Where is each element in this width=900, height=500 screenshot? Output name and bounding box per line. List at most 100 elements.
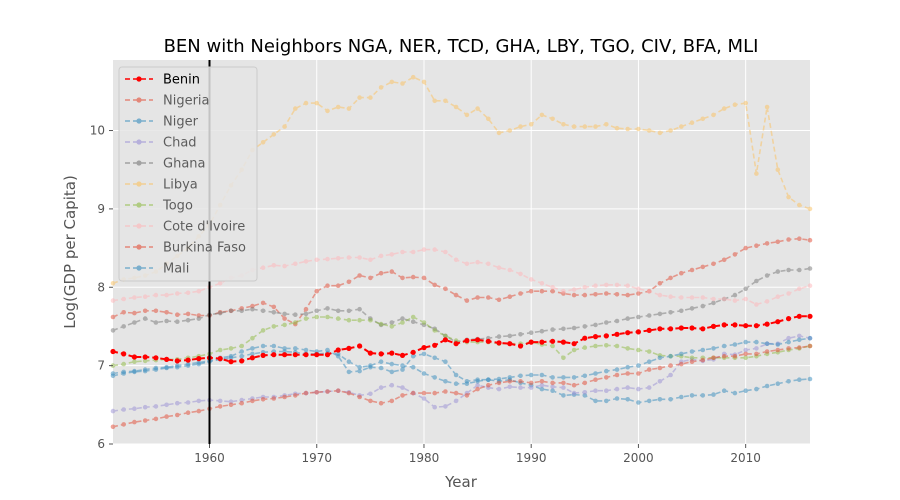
data-point-togo <box>378 321 384 327</box>
data-point-mali <box>625 364 630 370</box>
data-point-benin <box>775 319 781 325</box>
data-point-ghana <box>335 308 341 314</box>
data-point-libya <box>754 171 759 176</box>
data-point-benin <box>475 337 481 343</box>
data-point-benin <box>550 338 556 344</box>
data-point-chad <box>604 388 609 394</box>
data-point-libya <box>475 106 480 111</box>
data-point-togo <box>250 335 255 341</box>
series-burkina-faso <box>110 343 813 430</box>
data-point-chad <box>175 400 180 406</box>
data-point-togo <box>368 317 373 323</box>
data-point-chad <box>110 408 116 414</box>
data-point-ghana <box>121 324 126 329</box>
data-point-libya <box>410 74 416 80</box>
data-point-nigeria <box>335 283 341 289</box>
data-point-niger <box>754 386 759 392</box>
data-point-ghana <box>668 310 673 315</box>
data-point-libya <box>775 167 781 172</box>
data-point-mali <box>110 373 116 379</box>
data-point-burkina-faso <box>743 351 748 357</box>
legend-item-libya: Libya <box>125 178 198 193</box>
data-point-nigeria <box>786 237 791 242</box>
data-point-mali <box>797 337 802 343</box>
data-point-benin <box>464 338 470 344</box>
series-layer <box>110 74 813 430</box>
data-point-mali <box>668 353 673 359</box>
data-point-libya <box>721 106 727 111</box>
data-point-mali <box>679 351 684 357</box>
data-point-libya <box>689 120 695 125</box>
data-point-benin <box>485 338 491 344</box>
legend-item-ghana: Ghana <box>125 157 206 172</box>
data-point-chad <box>196 398 202 404</box>
data-point-benin <box>153 355 159 361</box>
data-point-chad <box>421 396 427 401</box>
data-point-chad <box>614 386 620 392</box>
data-point-chad <box>550 384 555 390</box>
data-point-nigeria <box>518 291 523 296</box>
data-point-mali <box>786 339 791 345</box>
series-line-libya <box>112 76 811 285</box>
data-point-togo <box>121 361 126 367</box>
data-point-mali <box>518 373 523 379</box>
legend-marker <box>136 160 142 166</box>
legend-label: Cote d'Ivoire <box>163 220 245 235</box>
data-point-chad <box>400 385 405 390</box>
data-point-ghana <box>797 267 802 273</box>
data-point-cote-d-ivoire <box>164 292 169 298</box>
data-point-libya <box>389 79 395 85</box>
data-point-burkina-faso <box>260 397 266 402</box>
data-point-burkina-faso <box>196 408 202 414</box>
data-point-chad <box>142 404 148 410</box>
data-point-ghana <box>228 308 234 314</box>
data-point-cote-d-ivoire <box>679 295 684 300</box>
data-point-burkina-faso <box>175 412 180 418</box>
data-point-libya <box>260 140 266 145</box>
legend-marker <box>136 181 142 187</box>
data-point-togo <box>410 314 416 320</box>
data-point-niger <box>786 379 791 384</box>
data-point-libya <box>539 112 545 118</box>
legend-marker <box>136 223 142 229</box>
data-point-nigeria <box>389 269 395 274</box>
data-point-mali <box>389 361 395 367</box>
data-point-mali <box>614 367 620 372</box>
data-point-nigeria <box>604 291 609 296</box>
data-point-benin <box>196 356 202 362</box>
data-point-benin <box>282 352 288 358</box>
data-point-mali <box>764 341 770 347</box>
legend-item-niger: Niger <box>125 115 199 130</box>
data-point-niger <box>732 390 738 396</box>
data-point-burkina-faso <box>142 418 148 423</box>
data-point-mali <box>196 361 202 367</box>
data-point-libya <box>593 124 598 129</box>
data-point-burkina-faso <box>153 416 159 422</box>
data-point-benin <box>421 345 427 351</box>
data-point-ghana <box>657 311 663 317</box>
x-tick-label: 1960 <box>194 451 225 465</box>
data-point-benin <box>668 326 674 332</box>
data-point-chad <box>507 384 513 390</box>
data-point-niger <box>400 367 405 372</box>
data-point-cote-d-ivoire <box>282 263 287 269</box>
data-point-niger <box>293 346 298 351</box>
legend-item-nigeria: Nigeria <box>125 94 210 109</box>
data-point-cote-d-ivoire <box>593 283 598 289</box>
data-point-libya <box>764 104 770 110</box>
data-point-togo <box>282 322 287 328</box>
data-point-burkina-faso <box>721 353 727 359</box>
data-point-benin <box>432 342 438 348</box>
data-point-burkina-faso <box>593 377 598 383</box>
data-point-burkina-faso <box>518 379 523 384</box>
data-point-burkina-faso <box>797 345 802 350</box>
data-point-niger <box>743 388 748 394</box>
legend-label: Chad <box>163 136 197 151</box>
data-point-mali <box>582 373 588 379</box>
data-point-benin <box>346 345 352 351</box>
data-point-cote-d-ivoire <box>539 281 545 286</box>
data-point-cote-d-ivoire <box>175 291 180 296</box>
data-point-libya <box>561 122 566 127</box>
data-point-togo <box>271 324 277 329</box>
data-point-benin <box>646 327 652 333</box>
